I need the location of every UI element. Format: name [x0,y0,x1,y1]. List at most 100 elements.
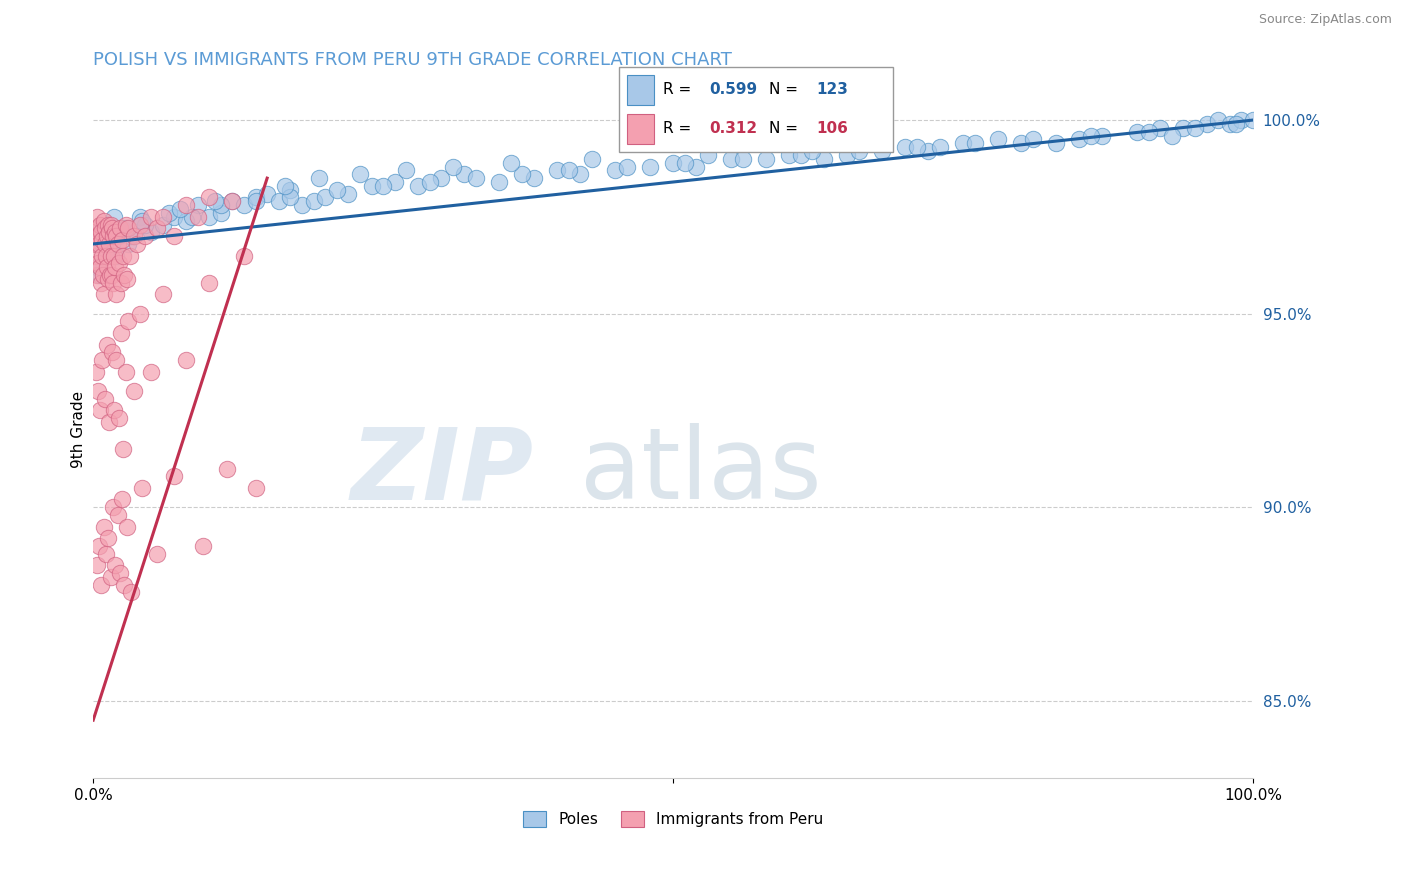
Point [90,225,112,239]
Point [120,229,142,244]
Point [131,213,153,227]
Point [696,148,718,162]
Point [280,183,302,197]
Point [89,218,111,232]
Point [314,190,336,204]
Point [308,171,330,186]
Point [488,175,510,189]
Y-axis label: 9th Grade: 9th Grade [72,392,86,468]
Point [84,236,107,251]
Text: N =: N = [769,82,803,97]
Point [198,190,221,204]
Point [90,276,112,290]
Point [1137,125,1160,139]
Point [134,218,156,232]
Point [638,160,661,174]
Point [198,276,221,290]
Point [280,190,302,204]
Point [157,206,180,220]
Text: atlas: atlas [581,423,823,520]
Point [111,221,134,235]
Point [1206,113,1229,128]
Point [100,345,122,359]
Point [406,178,429,193]
Point [557,163,579,178]
Point [755,152,778,166]
Point [120,585,142,599]
Point [104,558,127,573]
Point [163,210,186,224]
Point [97,531,120,545]
Point [93,519,115,533]
Point [174,353,197,368]
Point [105,249,128,263]
Point [96,249,118,263]
Point [94,229,117,244]
Point [90,577,112,591]
Point [221,194,243,209]
Point [1230,113,1253,128]
Point [430,171,453,186]
Point [107,229,129,244]
Point [395,163,418,178]
Point [91,353,114,368]
Point [273,178,295,193]
Point [115,272,138,286]
Point [1160,128,1182,143]
Point [685,160,707,174]
Point [1225,117,1247,131]
Point [114,365,136,379]
Point [90,249,112,263]
Point [1149,120,1171,135]
Point [112,442,135,457]
Point [98,415,121,429]
Point [546,163,568,178]
Point [673,155,696,169]
Point [187,198,209,212]
Point [101,276,124,290]
Point [94,392,117,406]
Point [581,152,603,166]
Point [100,236,122,251]
Point [84,365,107,379]
Point [1080,128,1102,143]
Point [105,353,128,368]
Text: ZIP: ZIP [352,423,534,520]
Point [349,167,371,181]
Point [146,221,169,235]
Point [89,268,111,282]
Point [662,155,685,169]
Point [221,194,243,209]
Point [510,167,533,181]
Point [100,218,122,232]
Point [174,198,197,212]
Point [848,144,870,158]
Point [112,249,135,263]
Point [87,229,110,244]
Legend: Poles, Immigrants from Peru: Poles, Immigrants from Peru [517,805,830,833]
Point [616,160,638,174]
Point [835,148,858,162]
Point [94,221,117,235]
Point [233,249,256,263]
Point [87,236,110,251]
Point [952,136,974,151]
Point [96,337,118,351]
Point [1045,136,1067,151]
Point [104,260,127,275]
Point [1219,117,1241,131]
Point [1091,128,1114,143]
Point [97,236,120,251]
Point [105,229,128,244]
Point [1184,120,1206,135]
Point [141,225,163,239]
Point [267,194,290,209]
Point [114,577,136,591]
Point [894,140,917,154]
Point [122,229,145,244]
Text: R =: R = [662,82,696,97]
Point [198,210,221,224]
Point [104,287,127,301]
Point [87,221,110,235]
Point [731,152,754,166]
